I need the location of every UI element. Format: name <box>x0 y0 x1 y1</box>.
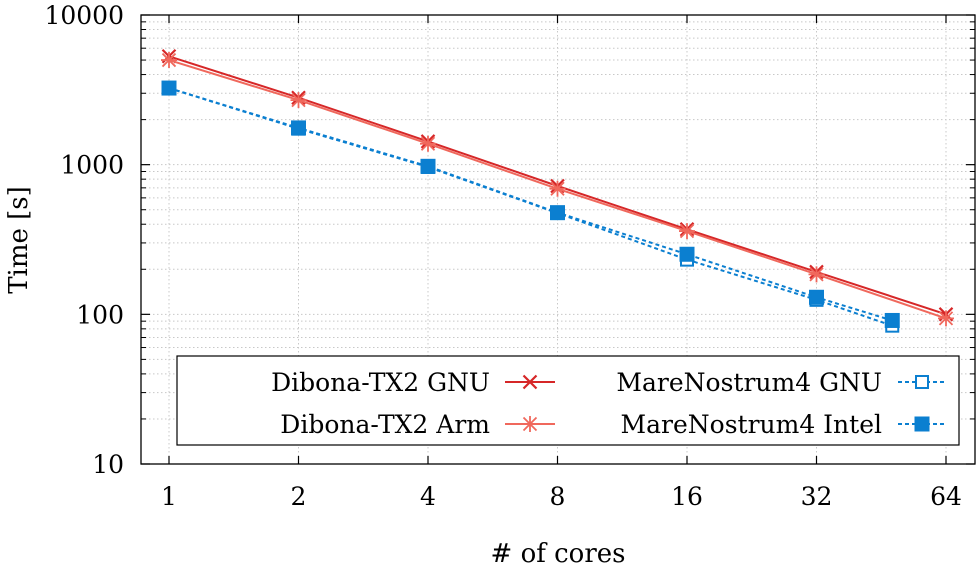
y-tick-label: 100 <box>76 300 124 329</box>
y-tick-label: 10000 <box>44 1 124 30</box>
legend-label: Dibona-TX2 Arm <box>280 410 490 439</box>
legend-entry: Dibona-TX2 GNU <box>271 368 555 397</box>
legend-label: MareNostrum4 Intel <box>621 410 882 439</box>
legend-swatch-marker <box>915 375 929 389</box>
legend-swatch-marker <box>522 416 538 432</box>
data-point <box>808 266 825 283</box>
legend-label: Dibona-TX2 GNU <box>271 368 490 397</box>
series-3 <box>161 80 900 328</box>
legend-label: MareNostrum4 GNU <box>616 368 882 397</box>
y-axis-label: Time [s] <box>4 186 34 294</box>
x-tick-label: 1 <box>161 482 177 511</box>
legend-entry: MareNostrum4 GNU <box>616 368 946 397</box>
series <box>161 48 954 333</box>
x-tick-label: 64 <box>930 482 962 511</box>
legend-entry: MareNostrum4 Intel <box>621 410 946 439</box>
data-point <box>884 312 900 328</box>
data-point <box>938 310 954 327</box>
series-1 <box>161 52 954 327</box>
legend-swatch-marker <box>914 416 930 432</box>
x-axis-label: # of cores <box>491 539 626 569</box>
legend-swatch-marker <box>522 374 538 390</box>
data-point <box>679 223 695 240</box>
data-point <box>679 246 695 262</box>
series-line <box>168 87 893 327</box>
data-point <box>809 289 824 305</box>
ticks: 1 2 4 8 16 32 64 10 100 1000 10000 <box>44 1 975 511</box>
x-tick-label: 16 <box>671 482 703 511</box>
y-tick-label: 1000 <box>60 151 124 180</box>
legend-entry: Dibona-TX2 Arm <box>280 410 555 439</box>
x-tick-label: 4 <box>420 482 436 511</box>
data-point <box>161 80 177 96</box>
data-point <box>549 180 566 197</box>
legend-box <box>176 355 960 446</box>
data-point <box>420 158 436 174</box>
x-tick-label: 2 <box>291 482 307 511</box>
legend: Dibona-TX2 GNU Dibona-TX2 Arm MareNostrum4… <box>176 355 960 446</box>
data-point <box>420 135 436 152</box>
x-tick-label: 32 <box>801 482 833 511</box>
data-point <box>291 120 306 136</box>
y-tick-label: 10 <box>92 450 124 479</box>
data-point <box>161 52 177 69</box>
data-point <box>550 205 565 221</box>
data-point <box>290 92 307 109</box>
x-tick-label: 8 <box>550 482 566 511</box>
